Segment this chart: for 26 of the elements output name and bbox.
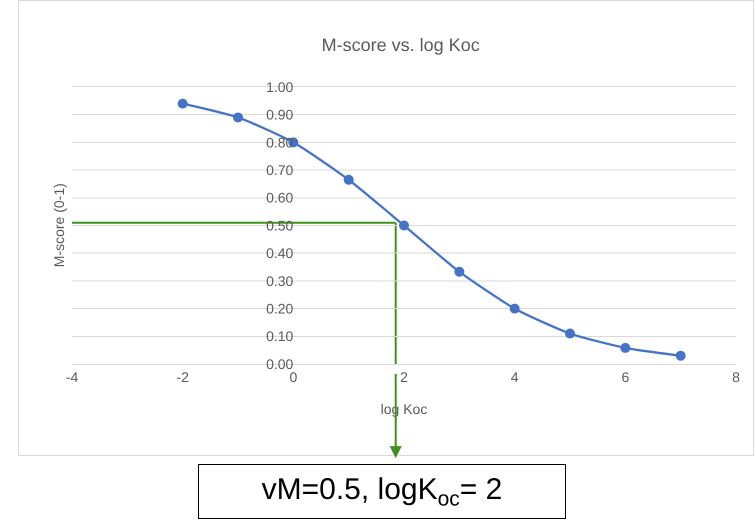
point — [454, 266, 464, 277]
x-tick-label: -2 — [176, 368, 190, 385]
point — [178, 98, 188, 109]
x-tick-label: 2 — [400, 368, 408, 385]
point — [233, 112, 243, 122]
x-tick-label: 8 — [732, 368, 740, 385]
y-tick-label: 0.30 — [266, 272, 294, 289]
point — [399, 220, 409, 230]
y-tick-label: 0.40 — [266, 245, 294, 262]
y-tick-label: 0.60 — [266, 190, 294, 206]
y-tick-label: 0.70 — [266, 162, 294, 178]
y-tick-label: 0.20 — [266, 300, 294, 316]
point — [676, 350, 686, 361]
y-tick-label: 1.00 — [266, 78, 294, 95]
point — [565, 328, 575, 339]
x-tick-label: -4 — [66, 368, 78, 385]
x-tick-label: 6 — [621, 368, 630, 385]
y-axis-title: M-score (0-1) — [51, 183, 68, 268]
text: vM=0.5, logK$_{oc}$= 2 — [262, 473, 502, 510]
y-tick-label: 0.90 — [266, 106, 294, 123]
point — [510, 304, 520, 314]
y-tick-label: 0.10 — [266, 328, 294, 344]
chart-title: M-score vs. log Koc — [322, 34, 480, 55]
point — [620, 342, 630, 353]
point — [344, 174, 354, 185]
x-tick-label: 4 — [510, 368, 519, 385]
